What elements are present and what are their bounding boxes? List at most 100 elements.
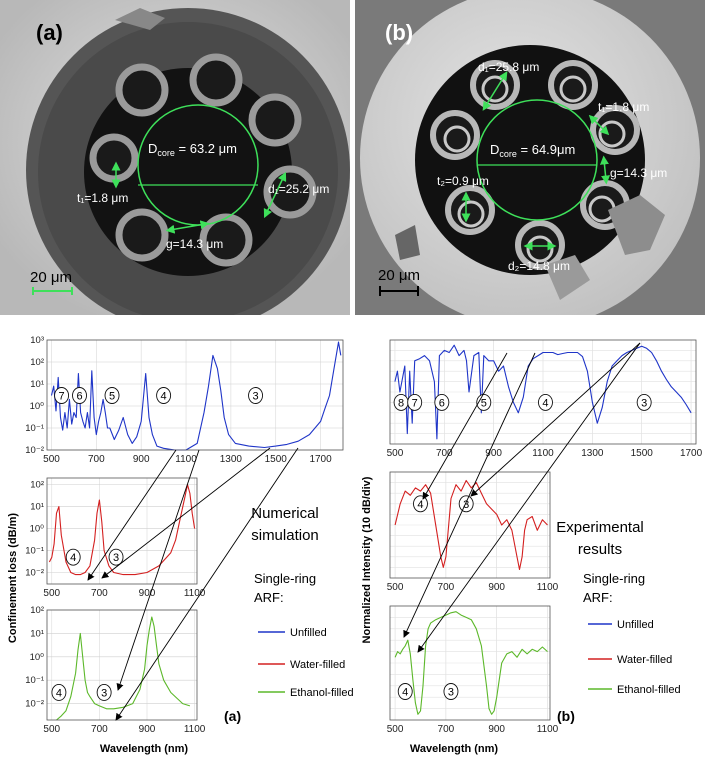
y-tick-label: 10⁰ <box>30 652 45 663</box>
y-tick-label: 10⁻¹ <box>25 423 44 434</box>
arrow-exp-3-water <box>470 342 641 497</box>
plot-frame <box>389 471 551 579</box>
y-tick-label: 10² <box>30 605 44 616</box>
legend-right: Single-ring ARF: Unfilled Water-filled E… <box>583 571 681 696</box>
sem-a-dcore-label: Dcore = 63.2 μm <box>148 141 237 158</box>
legend-left: Single-ring ARF: Unfilled Water-filled E… <box>254 571 354 699</box>
x-tick-label: 900 <box>139 724 156 735</box>
mode-label-circle <box>104 387 120 404</box>
legend-right-title-2: ARF: <box>583 590 613 605</box>
ylabel-right: Normalized Intensity (10 dB/div) <box>361 476 373 643</box>
x-tick-label: 1100 <box>537 724 559 735</box>
mode-label-circle <box>397 683 413 700</box>
mode-label-circle <box>72 387 87 404</box>
y-tick-label: 10⁻² <box>25 445 44 456</box>
y-tick-label: 10³ <box>30 335 44 346</box>
legend-right-unfilled: Unfilled <box>617 619 654 631</box>
numerical-title-2: simulation <box>251 527 319 544</box>
sem-a-g-label: g=14.3 μm <box>166 237 223 251</box>
y-tick-label: 10⁰ <box>30 524 45 535</box>
mode-label: 3 <box>448 687 454 699</box>
legend-right-title-1: Single-ring <box>583 571 645 586</box>
xlabel-left: Wavelength (nm) <box>100 743 189 755</box>
mode-label-circle <box>443 683 459 700</box>
series-line-0 <box>48 484 196 576</box>
numerical-title-1: Numerical <box>251 505 319 522</box>
mode-label: 3 <box>101 687 107 699</box>
sem-a-d1-label: d₁=25.2 μm <box>268 182 329 196</box>
x-tick-label: 900 <box>485 448 502 459</box>
mode-label-circle <box>476 393 492 411</box>
y-tick-label: 10⁻² <box>25 699 44 710</box>
x-tick-label: 700 <box>438 582 455 593</box>
ylabel-left: Confinement loss (dB/m) <box>7 513 19 644</box>
xlabel-right: Wavelength (nm) <box>410 743 499 755</box>
x-tick-label: 1700 <box>309 454 332 465</box>
x-tick-label: 1300 <box>581 448 604 459</box>
sem-b-g-label: g=14.3 μm <box>610 166 667 180</box>
series-line-0 <box>56 616 191 721</box>
mode-label: 3 <box>252 391 258 403</box>
mode-label-circle <box>407 393 423 411</box>
x-tick-label: 900 <box>139 588 156 599</box>
plot-exp-unfilled: 500 700 900 1100 1300 1500 1700 8 7 6 5 4 3 <box>387 339 703 459</box>
x-tick-label: 900 <box>488 582 505 593</box>
arrow-exp-4-ethanol <box>403 352 536 638</box>
plot-frame <box>389 339 697 445</box>
x-tick-label: 1700 <box>680 448 703 459</box>
experimental-title-2: results <box>578 541 622 558</box>
mode-label-circle <box>54 387 70 404</box>
mode-label: 4 <box>402 687 408 699</box>
arrow-exp-3-ethanol <box>417 342 641 653</box>
mode-label: 8 <box>398 397 404 409</box>
x-tick-label: 500 <box>43 454 60 465</box>
mode-label-circle <box>413 495 428 513</box>
plot-frame <box>46 339 344 451</box>
mode-label: 4 <box>56 687 62 699</box>
x-tick-label: 500 <box>387 582 404 593</box>
mode-label-circle <box>434 393 450 411</box>
sem-image-a: (a) Dcore = 63.2 μm d₁=25.2 μm t₁=1.8 μm… <box>0 0 350 315</box>
sem-b-t2-label: t₂=0.9 μm <box>437 174 489 188</box>
plot-exp-ethanol: 500 700 900 1100 4 3 <box>387 605 559 735</box>
x-tick-label: 700 <box>438 724 455 735</box>
y-tick-label: 10⁻¹ <box>25 675 44 686</box>
plot-background <box>47 478 197 584</box>
plot-sim-unfilled: 500 700 900 1100 1300 1500 1700 10⁻² 10⁻¹ 10⁰ 10¹ 1… <box>25 335 344 465</box>
legend-left-title-1: Single-ring <box>254 571 316 586</box>
y-tick-label: 10⁻¹ <box>25 546 44 557</box>
plot-exp-water: 500 700 900 1100 4 3 <box>387 471 559 593</box>
legend-left-unfilled: Unfilled <box>290 627 327 639</box>
sem-b-t1-label: t₁=1.8 μm <box>598 100 649 114</box>
y-tick-label: 10² <box>30 357 44 368</box>
arrow-sim-4-ethanol <box>116 449 200 691</box>
mode-connection-arrows <box>87 342 641 721</box>
mode-label-circle <box>108 548 124 566</box>
y-tick-label: 10¹ <box>30 379 44 390</box>
mode-label-circle <box>156 387 172 404</box>
y-tick-label: 10¹ <box>30 502 44 513</box>
sem-b-dcore-label: Dcore = 64.9μm <box>490 142 575 159</box>
mode-label: 6 <box>76 391 82 403</box>
x-tick-label: 1500 <box>265 454 288 465</box>
x-tick-label: 700 <box>91 588 108 599</box>
experimental-title-1: Experimental <box>556 519 644 536</box>
y-tick-label: 10⁰ <box>30 401 45 412</box>
x-tick-label: 1500 <box>631 448 654 459</box>
mode-label-circle <box>636 393 652 411</box>
sem-b-d2-label: d₂=14.8 μm <box>508 259 570 273</box>
plot-sim-water: 500 700 900 1100 10⁻² 10⁻¹ 10⁰ 10¹ 10² 4 3 <box>25 477 206 599</box>
mode-label-circle <box>96 684 112 701</box>
x-tick-label: 1100 <box>184 588 206 599</box>
mode-label: 4 <box>542 397 548 409</box>
x-tick-label: 1100 <box>537 582 559 593</box>
arrow-sim-3-ethanol <box>115 447 299 721</box>
plot-frame <box>46 477 198 585</box>
x-tick-label: 900 <box>488 724 505 735</box>
x-tick-label: 700 <box>88 454 105 465</box>
legend-left-title-2: ARF: <box>254 590 284 605</box>
x-tick-label: 500 <box>43 588 60 599</box>
series-line-0 <box>394 344 692 440</box>
mode-label: 7 <box>412 397 418 409</box>
